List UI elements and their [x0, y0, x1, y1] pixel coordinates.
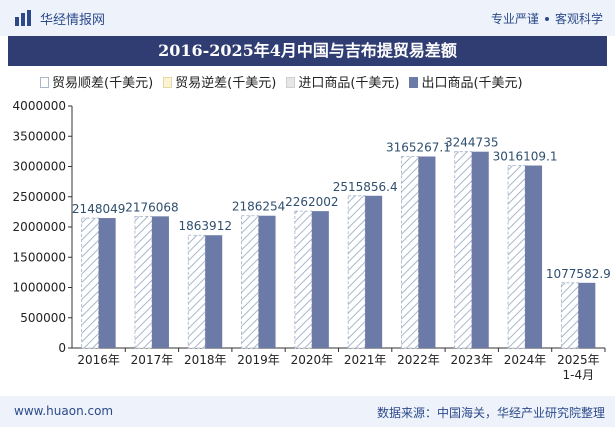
y-tick-label: 500000 [20, 311, 66, 325]
trade-surplus-bar [241, 215, 259, 349]
y-tick-label: 3000000 [13, 160, 66, 174]
website-link[interactable]: www.huaon.com [14, 404, 114, 418]
export-bar [151, 216, 169, 348]
y-tick-label: 3500000 [13, 129, 66, 143]
slogan-part-2: 客观科学 [554, 12, 603, 26]
x-tick-label-line: 2021年 [344, 353, 387, 367]
y-tick-label: 0 [58, 341, 66, 355]
trade-surplus-bar [401, 156, 419, 349]
x-tick-label-line: 2023年 [450, 353, 493, 367]
data-label: 1077582.9 [546, 267, 611, 281]
export-bar [205, 235, 223, 348]
x-tick-label: 2016年 [77, 353, 120, 367]
export-bar [418, 156, 436, 348]
x-tick-label-line: 2025年 [557, 353, 600, 367]
x-tick-label-line: 2017年 [131, 353, 174, 367]
chart-legend: 贸易顺差(千美元) 贸易逆差(千美元) 进口商品(千美元) 出口商品(千美元) [40, 72, 610, 92]
x-tick-label: 2025年 1-4月 [557, 353, 600, 382]
x-tick-label-line: 2019年 [237, 353, 280, 367]
trade-surplus-bar [187, 234, 206, 349]
trade-surplus-bar [454, 151, 473, 349]
x-tick-label: 2023年 [450, 353, 493, 367]
data-source: 数据来源：中国海关，华经产业研究院整理 [376, 406, 605, 420]
chart-title: 2016-2025年4月中国与吉布提贸易差额 [8, 36, 607, 66]
y-tick-label: 4000000 [13, 99, 66, 113]
export-bar [525, 165, 543, 348]
y-tick-label: 2500000 [13, 190, 66, 204]
trade-surplus-bar [560, 282, 579, 349]
x-tick-label-line: 2022年 [397, 353, 440, 367]
trade-surplus-bar [294, 210, 313, 349]
legend-item: 贸易顺差(千美元) [40, 72, 153, 91]
export-bar [365, 195, 383, 348]
data-label: 2262002 [285, 195, 338, 209]
x-tick-label-line: 2018年 [184, 353, 227, 367]
data-label: 2148049 [72, 202, 125, 216]
bar-chart: 0 500000 1000000 1500000 2000000 2500000 30000… [13, 99, 611, 382]
legend-label: 贸易逆差(千美元) [175, 76, 277, 91]
x-tick-label: 2021年 [344, 353, 387, 367]
separator-dot [544, 16, 549, 21]
export-bar [258, 215, 276, 348]
export-bar [311, 211, 329, 348]
x-tick-label-line: 2020年 [291, 353, 334, 367]
legend-swatch [409, 77, 419, 88]
footer-bar: www.huaon.com 数据来源：中国海关，华经产业研究院整理 [0, 396, 615, 427]
legend-item: 贸易逆差(千美元) [163, 72, 276, 91]
trade-surplus-bar [134, 215, 153, 349]
x-tick-label: 2024年 [504, 353, 547, 367]
data-label: 2186254 [232, 200, 285, 214]
x-tick-label: 2019年 [237, 353, 280, 367]
y-tick-label: 2000000 [13, 220, 66, 234]
x-tick-label: 2020年 [291, 353, 334, 367]
trade-surplus-bar [507, 165, 526, 349]
x-tick-label: 2017年 [131, 353, 174, 367]
data-label: 3165267.1 [386, 141, 451, 155]
legend-label: 贸易顺差(千美元) [52, 76, 154, 91]
trade-surplus-bar [81, 217, 100, 349]
trade-surplus-bar [347, 195, 366, 349]
data-label: 1863912 [179, 219, 232, 233]
data-label: 2176068 [125, 200, 178, 214]
slogan-part-1: 专业严谨 [490, 12, 539, 26]
data-label: 3016109.1 [493, 150, 558, 164]
legend-label: 进口商品(千美元) [298, 76, 400, 91]
legend-item: 出口商品(千美元) [409, 72, 523, 91]
brand-name: 华经情报网 [40, 13, 106, 28]
slogan: 专业严谨 客观科学 [491, 10, 603, 27]
y-tick-label: 1500000 [13, 250, 66, 264]
legend-swatch [286, 77, 296, 88]
x-tick-label: 2022年 [397, 353, 440, 367]
huajing-logo-icon [15, 10, 31, 26]
export-bar [98, 218, 116, 348]
export-bar [471, 151, 489, 348]
legend-swatch [40, 77, 49, 88]
legend-swatch [163, 77, 173, 88]
legend-item: 进口商品(千美元) [286, 72, 399, 91]
y-tick-label: 1000000 [13, 281, 66, 295]
x-tick-label-line: 2016年 [77, 353, 120, 367]
legend-label: 出口商品(千美元) [421, 76, 523, 91]
data-label: 2515856.4 [333, 180, 398, 194]
top-bar: 华经情报网 专业严谨 客观科学 [0, 0, 615, 36]
x-tick-label: 2018年 [184, 353, 227, 367]
x-tick-label-line: 2024年 [504, 353, 547, 367]
export-bar [578, 282, 596, 348]
data-label: 3244735 [445, 136, 498, 150]
x-tick-label-line: 1-4月 [563, 368, 595, 382]
